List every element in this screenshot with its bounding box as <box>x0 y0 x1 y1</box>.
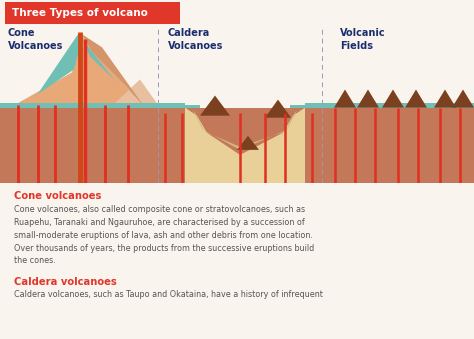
Polygon shape <box>193 111 297 150</box>
Polygon shape <box>0 107 158 183</box>
Polygon shape <box>265 100 291 118</box>
Text: Caldera
Volcanoes: Caldera Volcanoes <box>168 28 223 52</box>
Polygon shape <box>357 89 379 107</box>
FancyBboxPatch shape <box>5 2 180 24</box>
Polygon shape <box>290 105 305 107</box>
Polygon shape <box>382 89 404 107</box>
Polygon shape <box>200 96 230 116</box>
Text: Cone
Volcanoes: Cone Volcanoes <box>8 28 64 52</box>
Polygon shape <box>322 103 474 107</box>
Polygon shape <box>158 103 185 107</box>
Polygon shape <box>322 107 474 183</box>
Polygon shape <box>452 89 474 107</box>
Polygon shape <box>405 89 427 107</box>
Polygon shape <box>434 89 456 107</box>
Text: Caldera volcanoes, such as Taupo and Okataina, have a history of infrequent: Caldera volcanoes, such as Taupo and Oka… <box>14 290 323 299</box>
Polygon shape <box>237 136 259 150</box>
Polygon shape <box>185 105 200 107</box>
Text: Cone volcanoes, also called composite cone or stratovolcanoes, such as
Ruapehu, : Cone volcanoes, also called composite co… <box>14 205 314 265</box>
Polygon shape <box>158 107 322 183</box>
Polygon shape <box>10 34 145 107</box>
Text: Three Types of volcano: Three Types of volcano <box>12 8 148 18</box>
Text: Caldera volcanoes: Caldera volcanoes <box>14 277 117 287</box>
Polygon shape <box>185 107 305 183</box>
Polygon shape <box>0 103 158 107</box>
Text: Cone volcanoes: Cone volcanoes <box>14 191 101 201</box>
Text: Volcanic
Fields: Volcanic Fields <box>340 28 386 52</box>
Polygon shape <box>30 34 140 106</box>
Polygon shape <box>305 103 322 107</box>
Polygon shape <box>334 89 356 107</box>
Polygon shape <box>82 34 145 107</box>
Polygon shape <box>110 79 160 107</box>
